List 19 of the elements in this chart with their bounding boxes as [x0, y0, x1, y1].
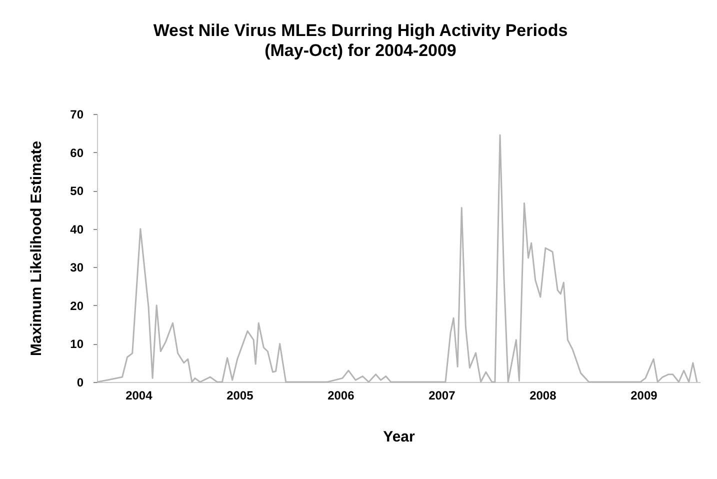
y-axis-title: Maximum Likelihood Estimate: [28, 140, 46, 356]
x-tick-label: 2004: [126, 388, 153, 402]
x-tick-label: 2005: [226, 388, 254, 402]
line-series: [96, 134, 698, 383]
y-tick-label: 20: [70, 298, 84, 313]
y-tick-label: 40: [70, 222, 84, 236]
chart-title: West Nile Virus MLEs Durring High Activity Periods: [153, 21, 568, 40]
y-tick-label: 70: [70, 108, 84, 122]
x-tick-label: 2006: [328, 388, 355, 402]
y-tick-label: 30: [70, 260, 84, 275]
x-axis-title: Year: [383, 428, 416, 446]
y-tick-label: 10: [70, 337, 84, 352]
y-tick-label: 50: [70, 184, 84, 198]
chart-subtitle: (May-Oct) for 2004-2009: [264, 41, 456, 60]
x-tick-label: 2007: [428, 388, 456, 402]
x-tick-label: 2008: [530, 388, 557, 402]
x-tick-label: 2009: [630, 388, 658, 402]
y-tick-label: 60: [70, 146, 84, 160]
y-tick-label: 0: [76, 376, 84, 390]
